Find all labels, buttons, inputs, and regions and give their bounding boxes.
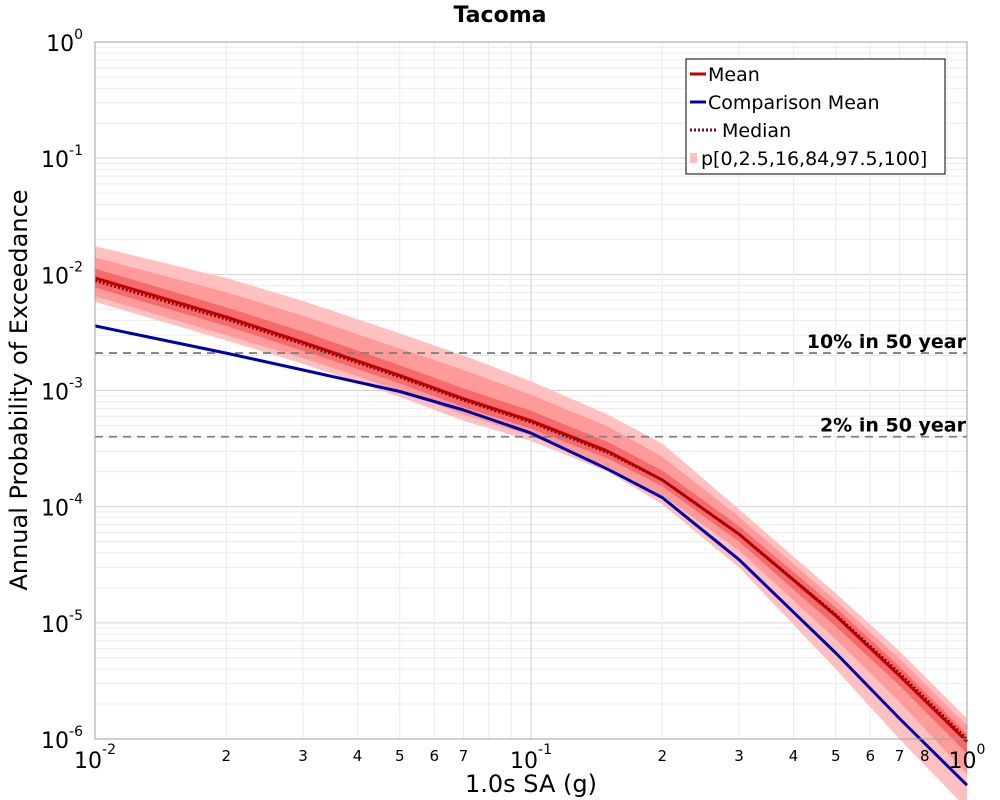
plot-frame (94, 41, 968, 740)
x-minor-tick-label: 5 (831, 747, 841, 765)
reference-line-label: 2% in 50 year (820, 415, 967, 437)
percentile-bands (95, 246, 967, 800)
x-tick-label: 10-2 (74, 742, 116, 774)
y-tick-label: 100 (46, 27, 83, 57)
x-minor-tick-label: 6 (866, 747, 876, 765)
x-minor-tick-label: 6 (430, 747, 440, 765)
x-minor-tick-label: 8 (920, 747, 930, 765)
x-minor-tick-label: 4 (353, 747, 363, 765)
y-tick-label: 10-6 (41, 724, 83, 754)
legend-label: Mean (708, 64, 760, 86)
y-tick-label: 10-5 (41, 608, 83, 638)
chart-title: Tacoma (454, 3, 547, 28)
x-minor-tick-label: 2 (221, 747, 231, 765)
x-minor-tick-label: 7 (459, 747, 469, 765)
legend: Mean Comparison Mean Median p[0,2.5,16,84,9… (685, 58, 946, 175)
legend-label: p[0,2.5,16,84,97.5,100] (701, 148, 927, 170)
data-lines (94, 276, 969, 787)
x-minor-tick-label: 5 (395, 747, 405, 765)
series-line-comparison-mean (94, 324, 969, 787)
y-tick-label: 10-4 (41, 492, 83, 522)
x-minor-tick-label: 3 (734, 747, 744, 765)
y-tick-label: 10-1 (41, 143, 83, 173)
y-axis-label: Annual Probability of Exceedance (5, 189, 33, 590)
series-line-median (94, 279, 968, 740)
legend-swatch (690, 153, 697, 163)
x-minor-tick-label: 3 (298, 747, 308, 765)
x-minor-tick-label: 4 (789, 747, 799, 765)
x-tick-label: 100 (949, 742, 986, 774)
x-minor-tick-label: 7 (895, 747, 905, 765)
legend-label: Median (722, 120, 791, 142)
legend-box (685, 58, 946, 175)
x-minor-tick-label: 2 (657, 747, 667, 765)
y-tick-label: 10-2 (41, 259, 83, 289)
x-tick-label: 10-1 (510, 742, 552, 774)
legend-label: Comparison Mean (708, 92, 880, 114)
reference-line-label: 10% in 50 year (807, 331, 967, 353)
reference-lines: 10% in 50 year 2% in 50 year (95, 331, 967, 438)
y-tick-label: 10-3 (41, 376, 83, 406)
x-axis-label: 1.0s SA (g) (465, 770, 597, 798)
